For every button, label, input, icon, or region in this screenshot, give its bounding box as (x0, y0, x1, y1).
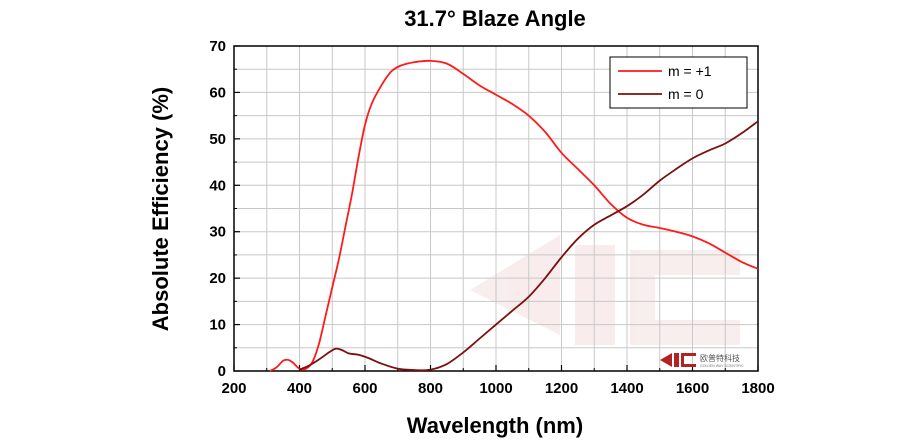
axis-ticks: 200 400 600 800 1000 1200 1400 1600 1800 0 10 20 30 4… (209, 38, 774, 397)
x-tick-label: 1400 (610, 380, 643, 397)
y-tick-label: 60 (209, 84, 226, 101)
x-axis-label: Wavelength (nm) (407, 413, 583, 438)
y-tick-label: 70 (209, 38, 226, 55)
legend-label-m-0: m = 0 (668, 86, 704, 102)
y-tick-label: 20 (209, 270, 226, 287)
x-tick-label: 1000 (479, 380, 512, 397)
y-tick-label: 30 (209, 224, 226, 241)
x-tick-label: 200 (221, 380, 246, 397)
y-tick-label: 0 (218, 363, 226, 380)
series-line-m-0 (299, 120, 759, 372)
logo-mark-mid (674, 353, 679, 367)
y-tick-label: 40 (209, 177, 226, 194)
x-tick-label: 400 (287, 380, 312, 397)
chart-title: 31.7° Blaze Angle (404, 6, 586, 31)
x-tick-label: 1800 (741, 380, 774, 397)
legend-box (609, 56, 748, 109)
company-logo: 欧普特科技 GOLDEN WAY SCIENTIFIC (660, 353, 744, 368)
x-tick-label: 1200 (545, 380, 578, 397)
legend: m = +1 m = 0 (609, 56, 748, 109)
logo-mark-right (681, 353, 696, 367)
x-tick-label: 800 (418, 380, 443, 397)
y-axis-label: Absolute Efficiency (%) (148, 87, 173, 331)
y-tick-label: 10 (209, 317, 226, 334)
logo-subtitle: GOLDEN WAY SCIENTIFIC (700, 364, 744, 368)
legend-label-m-plus-1: m = +1 (668, 63, 712, 79)
plot-frame (233, 45, 759, 372)
y-tick-label: 50 (209, 131, 226, 148)
watermark-logo (470, 235, 740, 345)
logo-name: 欧普特科技 (700, 353, 740, 363)
series-layer (269, 59, 759, 372)
logo-mark-left (660, 353, 672, 367)
x-tick-label: 1600 (676, 380, 709, 397)
x-tick-label: 600 (352, 380, 377, 397)
series-line-m-plus-1 (269, 59, 759, 372)
